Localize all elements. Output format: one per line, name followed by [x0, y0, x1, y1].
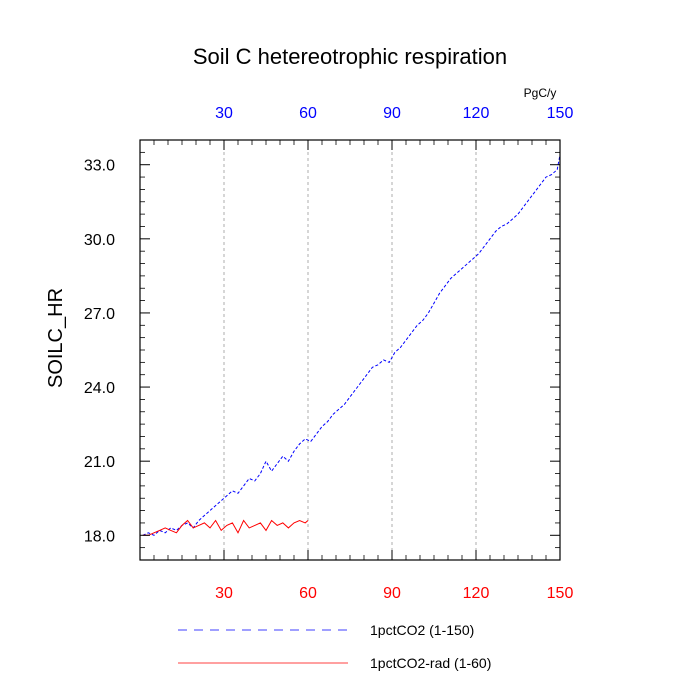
y-tick-label: 33.0 [84, 158, 115, 175]
x-tick-label: 60 [299, 585, 317, 602]
top-axis-units: PgC/y [524, 86, 557, 100]
x-tick-label: 150 [547, 585, 574, 602]
chart-title: Soil C hetereotrophic respiration [193, 44, 507, 69]
y-tick-label: 27.0 [84, 306, 115, 323]
x-tick-label-top: 30 [215, 105, 233, 122]
data-series [142, 154, 561, 536]
bottom-x-tick-labels: 30 60 90 120 150 [215, 585, 573, 602]
vertical-gridlines [223, 140, 477, 560]
x-tick-label: 120 [463, 585, 490, 602]
top-x-tick-labels: 30 60 90 120 150 [215, 105, 573, 122]
y-tick-label: 21.0 [84, 454, 115, 471]
x-tick-label-top: 150 [547, 105, 574, 122]
y-axis-label: SOILC_HR [45, 288, 67, 388]
x-tick-label: 90 [383, 585, 401, 602]
legend-label: 1pctCO2-rad (1-60) [370, 655, 491, 671]
axis-ticks [140, 139, 561, 561]
y-tick-label: 30.0 [84, 232, 115, 249]
y-tick-label: 18.0 [84, 528, 115, 545]
legend-label: 1pctCO2 (1-150) [370, 622, 474, 638]
y-tick-label: 24.0 [84, 380, 115, 397]
legend: 1pctCO2 (1-150) 1pctCO2-rad (1-60) [178, 622, 491, 671]
x-tick-label-top: 120 [463, 105, 490, 122]
x-tick-label-top: 60 [299, 105, 317, 122]
y-tick-labels: 18.0 21.0 24.0 27.0 30.0 33.0 [84, 158, 115, 546]
series-line-1 [142, 154, 561, 536]
plot-frame [139, 139, 561, 561]
series-line-2 [142, 519, 309, 536]
x-tick-label-top: 90 [383, 105, 401, 122]
x-tick-label: 30 [215, 585, 233, 602]
